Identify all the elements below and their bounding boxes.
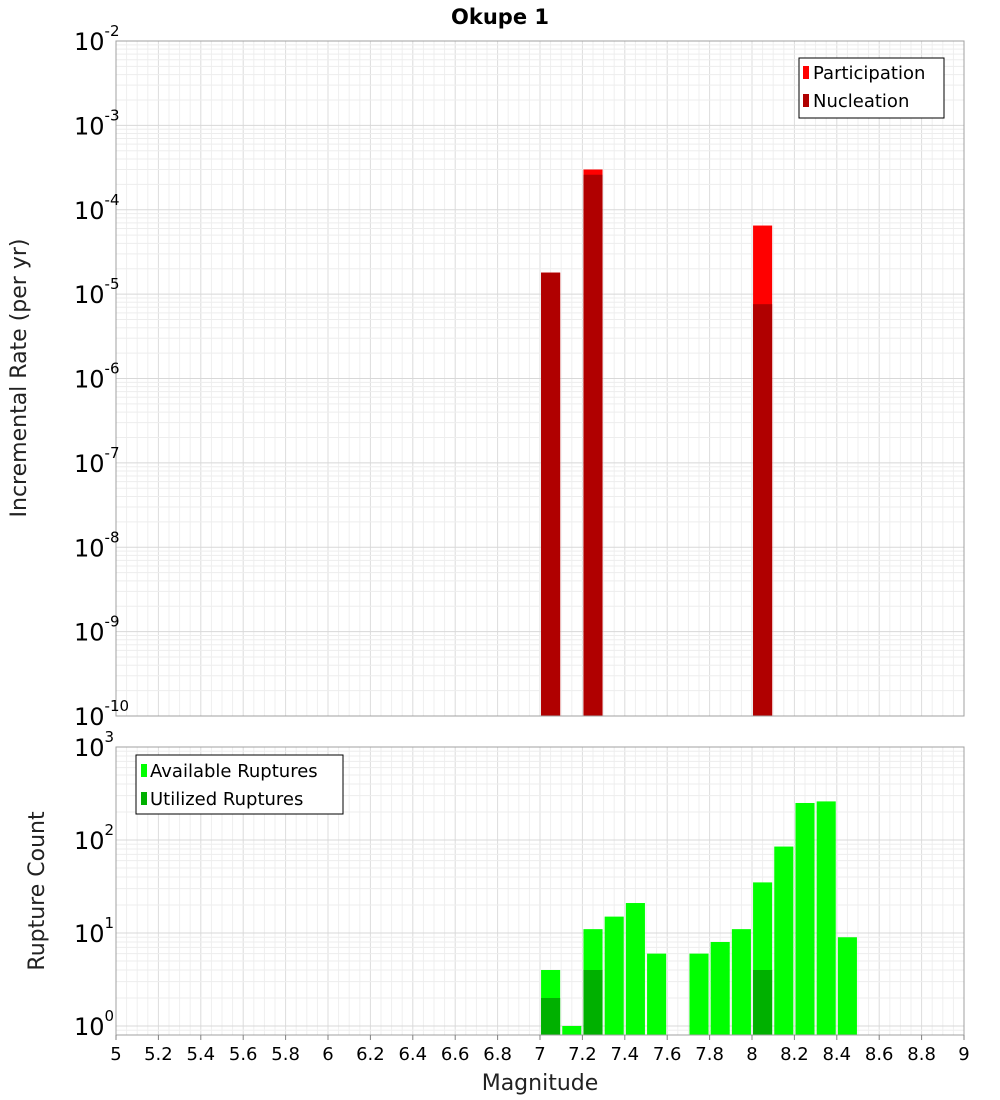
top-y-tick-label: 10-4 (74, 191, 120, 225)
bottom-utilized-ruptures-bar (753, 969, 773, 1035)
x-tick-label: 6.2 (356, 1044, 385, 1065)
x-ticks: 5 5.2 5.4 5.6 5.8 6 6.2 6.4 6.6 6.8 7 7.2 7.4 7.6 7.8 8… (110, 1035, 970, 1065)
bottom-legend: Available Ruptures Utilized Ruptures (135, 754, 344, 815)
top-grid (115, 41, 965, 717)
x-tick-label: 8.8 (907, 1044, 936, 1065)
bottom-panel: 100 101 102 103 5 5.2 5.4 5.6 5.8 6 6.2 6.4 6.6 6.8 7… (25, 728, 970, 1096)
chart-title: Okupe 1 (451, 5, 549, 29)
top-plot-border (115, 40, 965, 717)
top-y-tick-label: 10-2 (74, 22, 120, 56)
bottom-available-ruptures-bar (562, 1025, 582, 1035)
available-legend-swatch (141, 764, 147, 777)
top-bars (541, 169, 773, 716)
x-tick-label: 6.8 (483, 1044, 512, 1065)
x-tick-label: 6 (322, 1044, 333, 1065)
x-tick-label: 5.6 (229, 1044, 258, 1065)
participation-legend-swatch (803, 66, 809, 79)
top-y-axis-label: Incremental Rate (per yr) (7, 239, 32, 518)
top-legend-box (798, 57, 945, 119)
x-tick-label: 7.8 (695, 1044, 724, 1065)
bottom-available-ruptures-bar (689, 953, 709, 1035)
x-tick-label: 5.8 (271, 1044, 300, 1065)
top-y-tick-label: 10-10 (74, 697, 129, 731)
bottom-available-ruptures-bar (816, 801, 836, 1035)
top-panel: 10-10 10-9 10-8 10-7 10-6 10-5 10-4 10-3 10-2 In… (7, 22, 965, 731)
x-tick-label: 7 (534, 1044, 545, 1065)
x-tick-label: 8.6 (865, 1044, 894, 1065)
top-legend: Participation Nucleation (798, 57, 945, 119)
utilized-legend-swatch (141, 792, 147, 805)
nucleation-legend-swatch (803, 94, 809, 107)
bottom-y-ticks: 100 101 102 103 (74, 728, 114, 1041)
x-tick-label: 9 (958, 1044, 969, 1065)
top-nucleation-bar (583, 174, 603, 716)
top-y-tick-label: 10-6 (74, 360, 120, 394)
bottom-available-ruptures-bar (731, 929, 751, 1035)
available-legend-label: Available Ruptures (150, 761, 318, 782)
x-tick-label: 6.6 (441, 1044, 470, 1065)
x-tick-label: 7.2 (568, 1044, 597, 1065)
top-y-ticks: 10-10 10-9 10-8 10-7 10-6 10-5 10-4 10-3 10-2 (74, 22, 129, 731)
top-y-tick-label: 10-8 (74, 528, 120, 562)
x-tick-label: 7.6 (653, 1044, 682, 1065)
bottom-available-ruptures-bar (837, 937, 857, 1035)
bottom-y-tick-label: 102 (74, 821, 114, 855)
bottom-legend-box (135, 754, 344, 815)
participation-legend-label: Participation (813, 63, 925, 84)
top-y-tick-label: 10-7 (74, 444, 120, 478)
x-tick-label: 7.4 (610, 1044, 639, 1065)
x-tick-label: 5 (110, 1044, 121, 1065)
bottom-available-ruptures-bar (795, 802, 815, 1035)
x-tick-label: 5.2 (144, 1044, 173, 1065)
bottom-utilized-ruptures-bar (541, 997, 561, 1035)
utilized-legend-label: Utilized Ruptures (150, 789, 303, 810)
bottom-y-tick-label: 103 (74, 728, 114, 762)
bottom-available-ruptures-bar (647, 953, 667, 1035)
bottom-y-axis-label: Rupture Count (25, 811, 50, 971)
x-axis-label: Magnitude (482, 1071, 599, 1096)
bottom-available-ruptures-bar (604, 916, 624, 1035)
top-y-tick-label: 10-3 (74, 106, 120, 140)
x-tick-label: 5.4 (186, 1044, 215, 1065)
bottom-utilized-ruptures-bar (583, 969, 603, 1035)
top-nucleation-bar (753, 304, 773, 716)
x-tick-label: 8.2 (780, 1044, 809, 1065)
x-tick-label: 6.4 (398, 1044, 427, 1065)
x-tick-label: 8.4 (822, 1044, 851, 1065)
bottom-available-ruptures-bar (774, 846, 794, 1035)
top-nucleation-bar (541, 272, 561, 716)
nucleation-legend-label: Nucleation (813, 91, 909, 112)
bottom-available-ruptures-bar (710, 942, 730, 1035)
bottom-available-ruptures-bar (625, 903, 645, 1035)
bottom-y-tick-label: 100 (74, 1007, 114, 1041)
x-tick-label: 8 (746, 1044, 757, 1065)
bottom-y-tick-label: 101 (74, 914, 114, 948)
top-y-tick-label: 10-9 (74, 613, 120, 647)
bottom-bars (541, 801, 857, 1035)
top-y-tick-label: 10-5 (74, 275, 120, 309)
